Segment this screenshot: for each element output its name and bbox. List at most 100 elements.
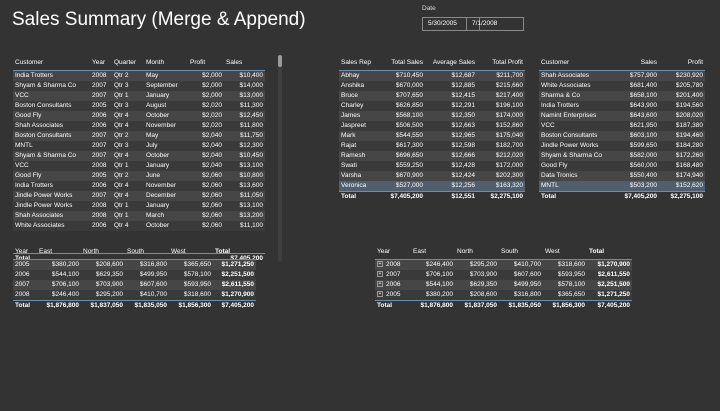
row-label: 2008 <box>386 260 401 268</box>
table-row[interactable]: MNTL 2007 Qtr 3 July $2,040 $12,300 <box>13 140 265 151</box>
column-header[interactable]: Total Profit <box>477 56 525 71</box>
table-row[interactable]: Shah Associates $757,900 $230,920 <box>539 70 705 81</box>
table-row[interactable]: Jindle Power Works 2008 Qtr 1 January $2,060… <box>13 200 265 211</box>
expand-plus-icon[interactable]: + <box>377 290 383 297</box>
table-row[interactable]: White Associates $681,400 $205,780 <box>539 80 705 91</box>
column-header[interactable]: South <box>125 245 169 260</box>
table-row[interactable]: +2008 $246,400 $295,200 $410,700 $318,600 $1,… <box>375 259 632 270</box>
table-row[interactable]: +2006 $544,100 $629,350 $499,950 $578,100 $2,… <box>375 279 632 290</box>
table-row[interactable]: Good Fly 2006 Qtr 4 October $2,020 $12,450 <box>13 110 265 121</box>
table-row[interactable]: Boston Consultants 2007 Qtr 2 May $2,040 $11,… <box>13 130 265 141</box>
table-cell: $2,611,550 <box>221 280 254 288</box>
column-header[interactable]: North <box>81 245 125 260</box>
column-header[interactable]: Customer <box>539 56 613 71</box>
total-cell: $7,405,200 <box>613 190 659 202</box>
expand-plus-icon[interactable]: + <box>377 280 383 287</box>
total-cell: $12,551 <box>425 190 477 202</box>
table-row[interactable]: Rajat $617,300 $12,598 $182,700 <box>339 140 525 151</box>
table-cell: $568,100 <box>395 111 423 119</box>
column-header[interactable]: Customer <box>13 56 90 71</box>
table-row[interactable]: VCC $621,950 $187,380 <box>539 120 705 131</box>
table-cell: Varsha <box>341 171 362 179</box>
table-cell: 2007 <box>92 151 107 159</box>
column-header[interactable]: Quarter <box>112 56 144 71</box>
table-row[interactable]: MNTL $503,200 $152,620 <box>539 180 705 191</box>
table-row[interactable]: Bruce $707,650 $12,415 $217,400 <box>339 90 525 101</box>
table-row[interactable]: +2005 $380,200 $208,600 $316,800 $365,650 $1,… <box>375 289 632 300</box>
table-cell: $410,700 <box>139 290 167 298</box>
table-row[interactable]: Shah Associates 2008 Qtr 1 March $2,060 $13,2… <box>13 210 265 221</box>
expand-plus-icon[interactable]: + <box>377 260 383 267</box>
table-row[interactable]: White Associates 2006 Qtr 4 October $2,060 $1… <box>13 220 265 231</box>
column-header[interactable]: South <box>499 245 543 260</box>
date-start-field[interactable]: 5/30/2005 <box>422 17 480 31</box>
table-row[interactable]: Namint Enterprises $643,600 $208,020 <box>539 110 705 121</box>
column-header[interactable]: West <box>169 245 213 260</box>
table-cell: October <box>146 151 170 159</box>
table-row[interactable]: Jindle Power Works $599,650 $184,280 <box>539 140 705 151</box>
table-cell: $2,251,500 <box>597 280 630 288</box>
table-row[interactable]: Boston Consultants $603,100 $194,460 <box>539 130 705 141</box>
total-cell: $1,835,050 <box>125 299 169 311</box>
table-row[interactable]: 2008 $246,400 $295,200 $410,700 $318,600 $1,2… <box>13 289 256 300</box>
date-end-field[interactable]: 7/1/2008 <box>466 17 524 31</box>
table-row[interactable]: 2005 $380,200 $208,600 $316,800 $365,650 $1,2… <box>13 259 256 270</box>
table-row[interactable]: Abhay $710,450 $12,687 $211,700 <box>339 70 525 81</box>
table-cell: $550,400 <box>629 171 657 179</box>
table-row[interactable]: Good Fly 2005 Qtr 2 June $2,060 $10,800 <box>13 170 265 181</box>
table-row[interactable]: Shyam & Sharma Co $582,000 $172,260 <box>539 150 705 161</box>
table-cell: $1,271,250 <box>221 260 254 268</box>
column-header[interactable]: East <box>411 245 455 260</box>
table-row[interactable]: Anshika $670,000 $12,885 $215,660 <box>339 80 525 91</box>
table-row[interactable]: Sharma & Co $658,100 $201,400 <box>539 90 705 101</box>
table-row[interactable]: Boston Consultants 2005 Qtr 3 August $2,020 $… <box>13 100 265 111</box>
column-header[interactable]: West <box>543 245 587 260</box>
column-header[interactable]: Sales Rep <box>339 56 380 71</box>
column-header[interactable]: Year <box>13 245 37 260</box>
column-header[interactable]: North <box>455 245 499 260</box>
table-cell: $318,600 <box>557 260 585 268</box>
sales-table-scrollbar[interactable] <box>278 55 282 262</box>
sales-detail-table-viewport[interactable]: Customer Year Quarter Month Profit Sales… <box>13 56 265 267</box>
table-row[interactable]: VCC 2008 Qtr 1 January $2,040 $13,100 <box>13 160 265 171</box>
scrollbar-thumb[interactable] <box>278 55 282 67</box>
table-row[interactable]: India Trotters $643,900 $194,560 <box>539 100 705 111</box>
table-cell: $168,480 <box>675 161 703 169</box>
table-row[interactable]: Data Tronics $550,400 $174,940 <box>539 170 705 181</box>
column-header[interactable]: Year <box>375 245 411 260</box>
table-row[interactable]: VCC 2007 Qtr 1 January $2,000 $13,000 <box>13 90 265 101</box>
table-row[interactable]: Varsha $670,900 $12,424 $202,300 <box>339 170 525 181</box>
table-row[interactable]: Mark $544,550 $12,965 $175,040 <box>339 130 525 141</box>
column-header[interactable]: Year <box>90 56 112 71</box>
table-cell: $1,270,900 <box>597 260 630 268</box>
table-row[interactable]: Good Fly $560,000 $168,480 <box>539 160 705 171</box>
table-row[interactable]: India Trotters 2008 Qtr 2 May $2,000 $10,400 <box>13 70 265 81</box>
table-cell: MNTL <box>541 181 559 189</box>
table-row[interactable]: James $568,100 $12,350 $174,000 <box>339 110 525 121</box>
table-cell: $246,400 <box>51 290 79 298</box>
column-header[interactable]: Total Sales <box>380 56 425 71</box>
table-row[interactable]: India Trotters 2006 Qtr 4 November $2,060 $13… <box>13 180 265 191</box>
column-header[interactable]: East <box>37 245 81 260</box>
column-header[interactable]: Average Sales <box>425 56 477 71</box>
table-row[interactable]: Jaspreet $506,500 $12,663 $152,860 <box>339 120 525 131</box>
column-header[interactable]: Profit <box>188 56 224 71</box>
table-row[interactable]: Shyam & Sharma Co 2007 Qtr 4 October $2,040 $… <box>13 150 265 161</box>
table-row[interactable]: Jindle Power Works 2007 Qtr 4 December $2,06… <box>13 190 265 201</box>
column-header[interactable]: Sales <box>613 56 659 71</box>
table-row[interactable]: Charley $626,850 $12,291 $196,100 <box>339 100 525 111</box>
table-row[interactable]: Shyam & Sharma Co 2007 Qtr 3 September $2,00… <box>13 80 265 91</box>
table-row[interactable]: Shah Associates 2006 Qtr 4 November $2,020 $1… <box>13 120 265 131</box>
column-header[interactable]: Sales <box>224 56 265 71</box>
table-row[interactable]: Swati $559,250 $12,428 $172,000 <box>339 160 525 171</box>
column-header[interactable]: Month <box>144 56 188 71</box>
column-header[interactable]: Total <box>587 245 632 260</box>
column-header[interactable]: Profit <box>659 56 705 71</box>
table-row[interactable]: 2007 $706,100 $703,900 $607,600 $593,950 $2,6… <box>13 279 256 290</box>
column-header[interactable]: Total <box>213 245 256 260</box>
table-row[interactable]: 2006 $544,100 $629,350 $499,950 $578,100 $2,2… <box>13 269 256 280</box>
table-row[interactable]: Veronica $527,000 $12,256 $163,320 <box>339 180 525 191</box>
expand-plus-icon[interactable]: + <box>377 270 383 277</box>
table-row[interactable]: Ramesh $696,650 $12,666 $212,020 <box>339 150 525 161</box>
table-row[interactable]: +2007 $706,100 $703,900 $607,600 $593,950 $2,… <box>375 269 632 280</box>
